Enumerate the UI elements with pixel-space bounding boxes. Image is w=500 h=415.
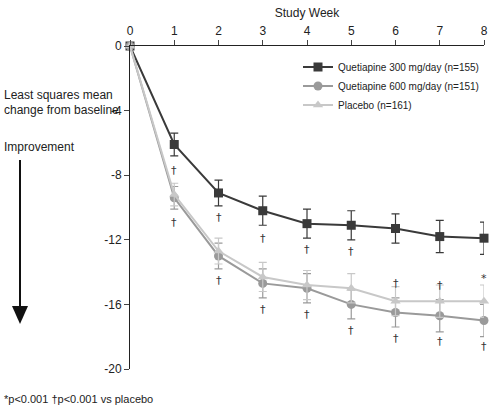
html-text:Improvement: Improvement xyxy=(4,140,74,154)
svg-text:Placebo (n=161): Placebo (n=161) xyxy=(338,100,412,111)
svg-text:†: † xyxy=(171,216,177,229)
svg-text:†: † xyxy=(216,274,222,287)
svg-text:6: 6 xyxy=(392,24,399,38)
svg-text:†: † xyxy=(171,164,177,177)
svg-text:-20: -20 xyxy=(104,362,122,376)
svg-text:†: † xyxy=(304,308,310,321)
html-text:Least squares mean change from: Least squares mean change from baseline xyxy=(4,88,119,117)
svg-text:1: 1 xyxy=(171,24,178,38)
svg-text:-8: -8 xyxy=(111,168,122,182)
svg-text:-12: -12 xyxy=(104,233,122,247)
svg-text:7: 7 xyxy=(436,24,443,38)
svg-text:†: † xyxy=(260,303,266,316)
svg-text:-16: -16 xyxy=(104,298,122,312)
html-text:*p<0.001 †p<0.001 vs placebo: *p<0.001 †p<0.001 vs placebo xyxy=(4,393,154,405)
svg-text:3: 3 xyxy=(259,24,266,38)
svg-text:†: † xyxy=(393,277,399,290)
svg-text:Study Week: Study Week xyxy=(275,6,340,20)
svg-text:†: † xyxy=(437,279,443,292)
svg-text:†: † xyxy=(304,243,310,256)
svg-text:4: 4 xyxy=(304,24,311,38)
svg-text:Quetiapine 300 mg/day (n=155): Quetiapine 300 mg/day (n=155) xyxy=(338,62,479,73)
svg-text:†: † xyxy=(437,335,443,348)
svg-text:†: † xyxy=(348,324,354,337)
svg-text:Quetiapine 600 mg/day (n=151): Quetiapine 600 mg/day (n=151) xyxy=(338,81,479,92)
svg-text:5: 5 xyxy=(348,24,355,38)
svg-text:†: † xyxy=(260,232,266,245)
svg-text:0: 0 xyxy=(115,39,122,53)
svg-text:†: † xyxy=(481,340,487,353)
svg-text:8: 8 xyxy=(481,24,488,38)
svg-text:2: 2 xyxy=(215,24,222,38)
svg-text:*: * xyxy=(481,272,487,285)
svg-text:0: 0 xyxy=(127,24,134,38)
svg-text:†: † xyxy=(348,245,354,258)
svg-text:†: † xyxy=(393,332,399,345)
svg-text:†: † xyxy=(216,211,222,224)
